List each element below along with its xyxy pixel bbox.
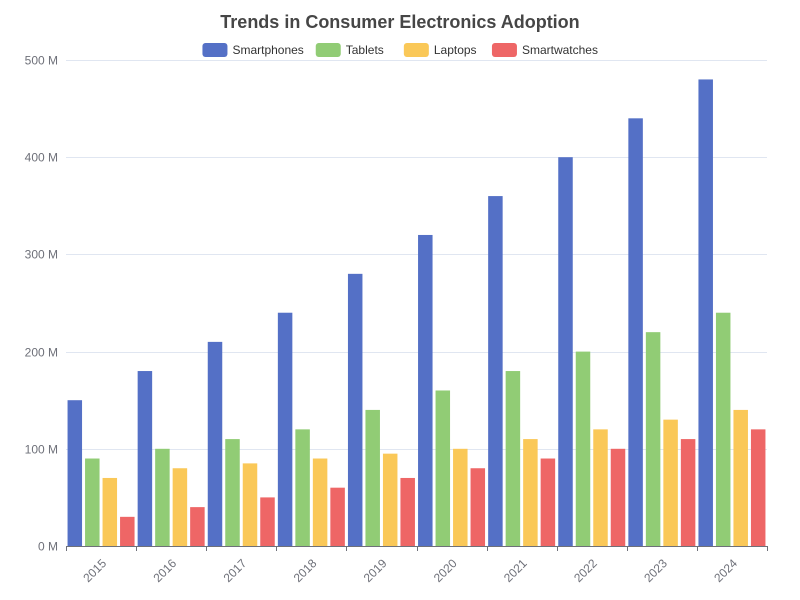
bar-tablets-2020[interactable]: [435, 390, 451, 546]
bar-laptops-2024[interactable]: [733, 409, 748, 546]
x-tick-label: 2018: [291, 556, 320, 585]
bar-smartwatches-2018[interactable]: [330, 487, 345, 546]
bar-smartwatches-2015[interactable]: [120, 516, 135, 546]
bar-laptops-2017[interactable]: [242, 463, 258, 546]
y-tick-label: 100 M: [25, 443, 58, 457]
y-tick-label: 0 M: [38, 540, 58, 554]
legend-swatch: [315, 43, 341, 57]
bar-smartphones-2018[interactable]: [277, 312, 293, 546]
y-tick-label: 300 M: [25, 248, 58, 262]
bar-laptops-2019[interactable]: [382, 453, 398, 546]
bar-smartwatches-2016[interactable]: [190, 507, 205, 546]
bar-tablets-2015[interactable]: [85, 458, 100, 546]
bar-smartphones-2023[interactable]: [628, 118, 643, 546]
bar-laptops-2015[interactable]: [102, 477, 118, 546]
y-tick-label: 500 M: [25, 54, 58, 68]
bar-laptops-2016[interactable]: [172, 468, 188, 546]
legend: Smartphones Tablets Laptops Smartwatches: [202, 43, 598, 57]
bar-tablets-2017[interactable]: [225, 439, 240, 546]
bar-tablets-2018[interactable]: [295, 429, 310, 546]
legend-item-laptops[interactable]: Laptops: [403, 43, 477, 57]
bar-laptops-2018[interactable]: [312, 458, 328, 546]
bar-tablets-2022[interactable]: [575, 351, 591, 546]
bar-smartwatches-2021[interactable]: [540, 458, 556, 546]
bar-smartphones-2021[interactable]: [488, 196, 503, 546]
bar-smartphones-2016[interactable]: [137, 371, 153, 546]
y-tick-label: 400 M: [25, 151, 58, 165]
chart-title: Trends in Consumer Electronics Adoption: [220, 12, 579, 32]
bar-smartwatches-2017[interactable]: [260, 497, 275, 546]
x-tick-label: 2020: [431, 556, 460, 585]
bar-laptops-2023[interactable]: [663, 419, 678, 546]
legend-item-smartwatches[interactable]: Smartwatches: [491, 43, 598, 57]
x-tick-label: 2023: [641, 556, 670, 585]
bar-smartwatches-2019[interactable]: [400, 477, 415, 546]
legend-label: Tablets: [346, 43, 384, 57]
legend-item-tablets[interactable]: Tablets: [315, 43, 384, 57]
x-axis: 2015 2016 2017 2018 2019 2020 2021 2022 2023 2024: [66, 546, 768, 585]
bar-smartwatches-2022[interactable]: [610, 448, 626, 546]
x-tick-label: 2019: [361, 556, 390, 585]
legend-swatch: [403, 43, 429, 57]
bar-tablets-2019[interactable]: [365, 409, 380, 546]
x-tick-label: 2021: [501, 556, 530, 585]
bar-tablets-2016[interactable]: [155, 448, 170, 546]
x-tick-label: 2016: [150, 556, 179, 585]
legend-label: Laptops: [434, 43, 477, 57]
bars: [67, 79, 766, 546]
bar-smartphones-2022[interactable]: [558, 157, 573, 546]
legend-item-smartphones[interactable]: Smartphones: [202, 43, 304, 57]
bar-smartphones-2020[interactable]: [418, 234, 433, 546]
bar-smartwatches-2023[interactable]: [680, 439, 696, 546]
y-tick-label: 200 M: [25, 346, 58, 360]
bar-smartphones-2019[interactable]: [347, 273, 363, 546]
bar-tablets-2024[interactable]: [715, 312, 731, 546]
bar-smartwatches-2024[interactable]: [750, 429, 766, 546]
bar-laptops-2021[interactable]: [523, 439, 538, 546]
bar-smartphones-2024[interactable]: [698, 79, 713, 546]
x-tick-label: 2015: [80, 556, 109, 585]
bar-smartphones-2017[interactable]: [207, 341, 223, 546]
x-tick-label: 2024: [711, 556, 740, 585]
bar-laptops-2020[interactable]: [453, 448, 468, 546]
bar-tablets-2023[interactable]: [645, 332, 661, 546]
x-tick-label: 2022: [571, 556, 600, 585]
legend-swatch: [202, 43, 228, 57]
bar-tablets-2021[interactable]: [505, 371, 521, 546]
grid: [66, 60, 767, 450]
legend-swatch: [491, 43, 517, 57]
legend-label: Smartphones: [232, 43, 303, 57]
bar-smartwatches-2020[interactable]: [470, 468, 486, 546]
bar-smartphones-2015[interactable]: [67, 400, 83, 546]
legend-label: Smartwatches: [522, 43, 598, 57]
bar-laptops-2022[interactable]: [593, 429, 608, 546]
y-axis: 0 M 100 M 200 M 300 M 400 M 500 M: [25, 54, 58, 554]
x-tick-label: 2017: [221, 556, 250, 585]
